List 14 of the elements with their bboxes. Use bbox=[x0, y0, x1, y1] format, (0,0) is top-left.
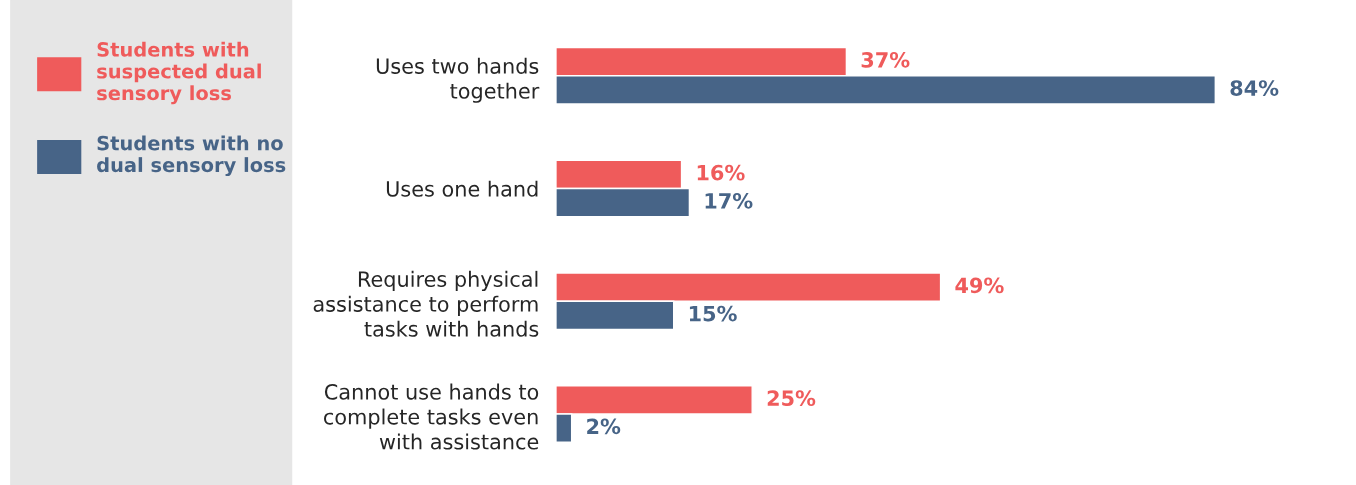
y-tick-label: Requires physical assistance to perform tasks with hands bbox=[313, 270, 539, 337]
legend-label: Students with suspected dual sensory loss bbox=[97, 41, 261, 105]
data-label: 15% bbox=[689, 305, 737, 322]
y-tick-label: Uses one hand bbox=[386, 180, 538, 197]
legend-label: Students with no dual sensory loss bbox=[97, 135, 286, 177]
data-label: 17% bbox=[705, 192, 753, 209]
data-label: 49% bbox=[955, 277, 1004, 294]
data-label: 16% bbox=[697, 164, 745, 181]
y-tick-label: Cannot use hands to complete tasks even with assistance bbox=[324, 383, 539, 450]
data-label: 37% bbox=[861, 51, 910, 68]
y-tick-label: Uses two hands together bbox=[376, 57, 540, 103]
data-label: 84% bbox=[1230, 80, 1279, 96]
data-label: 25% bbox=[767, 390, 816, 407]
data-label: 2% bbox=[587, 418, 621, 435]
